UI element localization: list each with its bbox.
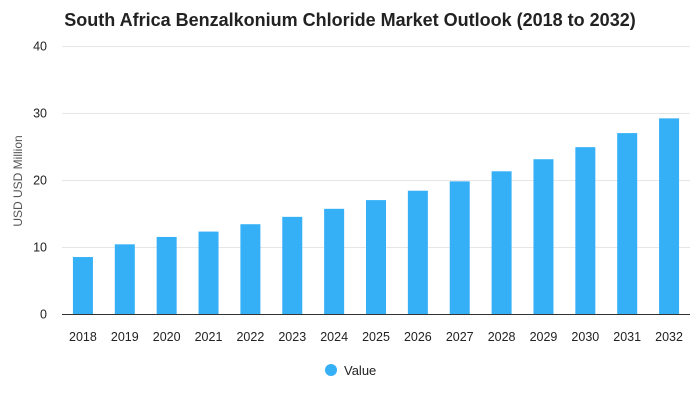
x-tick-label: 2027 xyxy=(446,330,474,344)
y-tick-label: 40 xyxy=(33,40,47,54)
legend-swatch-icon xyxy=(325,364,337,376)
x-tick-label: 2030 xyxy=(571,330,599,344)
bar-2018 xyxy=(72,257,93,314)
bars xyxy=(72,118,680,314)
y-axis-ticks: 0 10 20 30 40 xyxy=(33,40,47,322)
bar-2031 xyxy=(617,133,638,314)
y-tick-label: 30 xyxy=(33,107,47,121)
bar-2022 xyxy=(240,224,261,314)
y-tick-label: 10 xyxy=(33,241,47,255)
y-tick-label: 0 xyxy=(40,308,47,322)
x-tick-label: 2024 xyxy=(320,330,348,344)
x-tick-label: 2031 xyxy=(613,330,641,344)
y-tick-label: 20 xyxy=(33,174,47,188)
bar-2029 xyxy=(533,159,554,314)
bar-2025 xyxy=(366,200,386,314)
bar-2020 xyxy=(156,236,177,314)
x-tick-label: 2023 xyxy=(278,330,306,344)
bar-2030 xyxy=(575,147,596,314)
chart-title: South Africa Benzalkonium Chloride Marke… xyxy=(64,10,635,30)
bar-2019 xyxy=(114,244,135,314)
bar-2032 xyxy=(659,118,680,314)
bar-2028 xyxy=(491,171,512,314)
x-tick-label: 2019 xyxy=(111,330,139,344)
x-tick-label: 2026 xyxy=(404,330,432,344)
y-axis-title: USD USD Million xyxy=(11,135,25,226)
bar-2024 xyxy=(324,208,345,314)
x-tick-label: 2032 xyxy=(655,330,683,344)
x-tick-label: 2020 xyxy=(153,330,181,344)
bar-2027 xyxy=(449,181,470,314)
legend: Value xyxy=(325,363,376,378)
bar-2026 xyxy=(407,190,428,314)
x-tick-label: 2028 xyxy=(488,330,516,344)
x-tick-label: 2022 xyxy=(236,330,264,344)
x-axis-ticks: 2018 2019 2020 2021 2022 2023 2024 2025 2026 2027… xyxy=(69,330,683,344)
x-tick-label: 2029 xyxy=(530,330,558,344)
x-tick-label: 2025 xyxy=(362,330,390,344)
bar-2021 xyxy=(198,231,219,314)
x-tick-label: 2021 xyxy=(195,330,223,344)
legend-label: Value xyxy=(344,363,376,378)
bar-2023 xyxy=(282,216,303,314)
x-tick-label: 2018 xyxy=(69,330,97,344)
